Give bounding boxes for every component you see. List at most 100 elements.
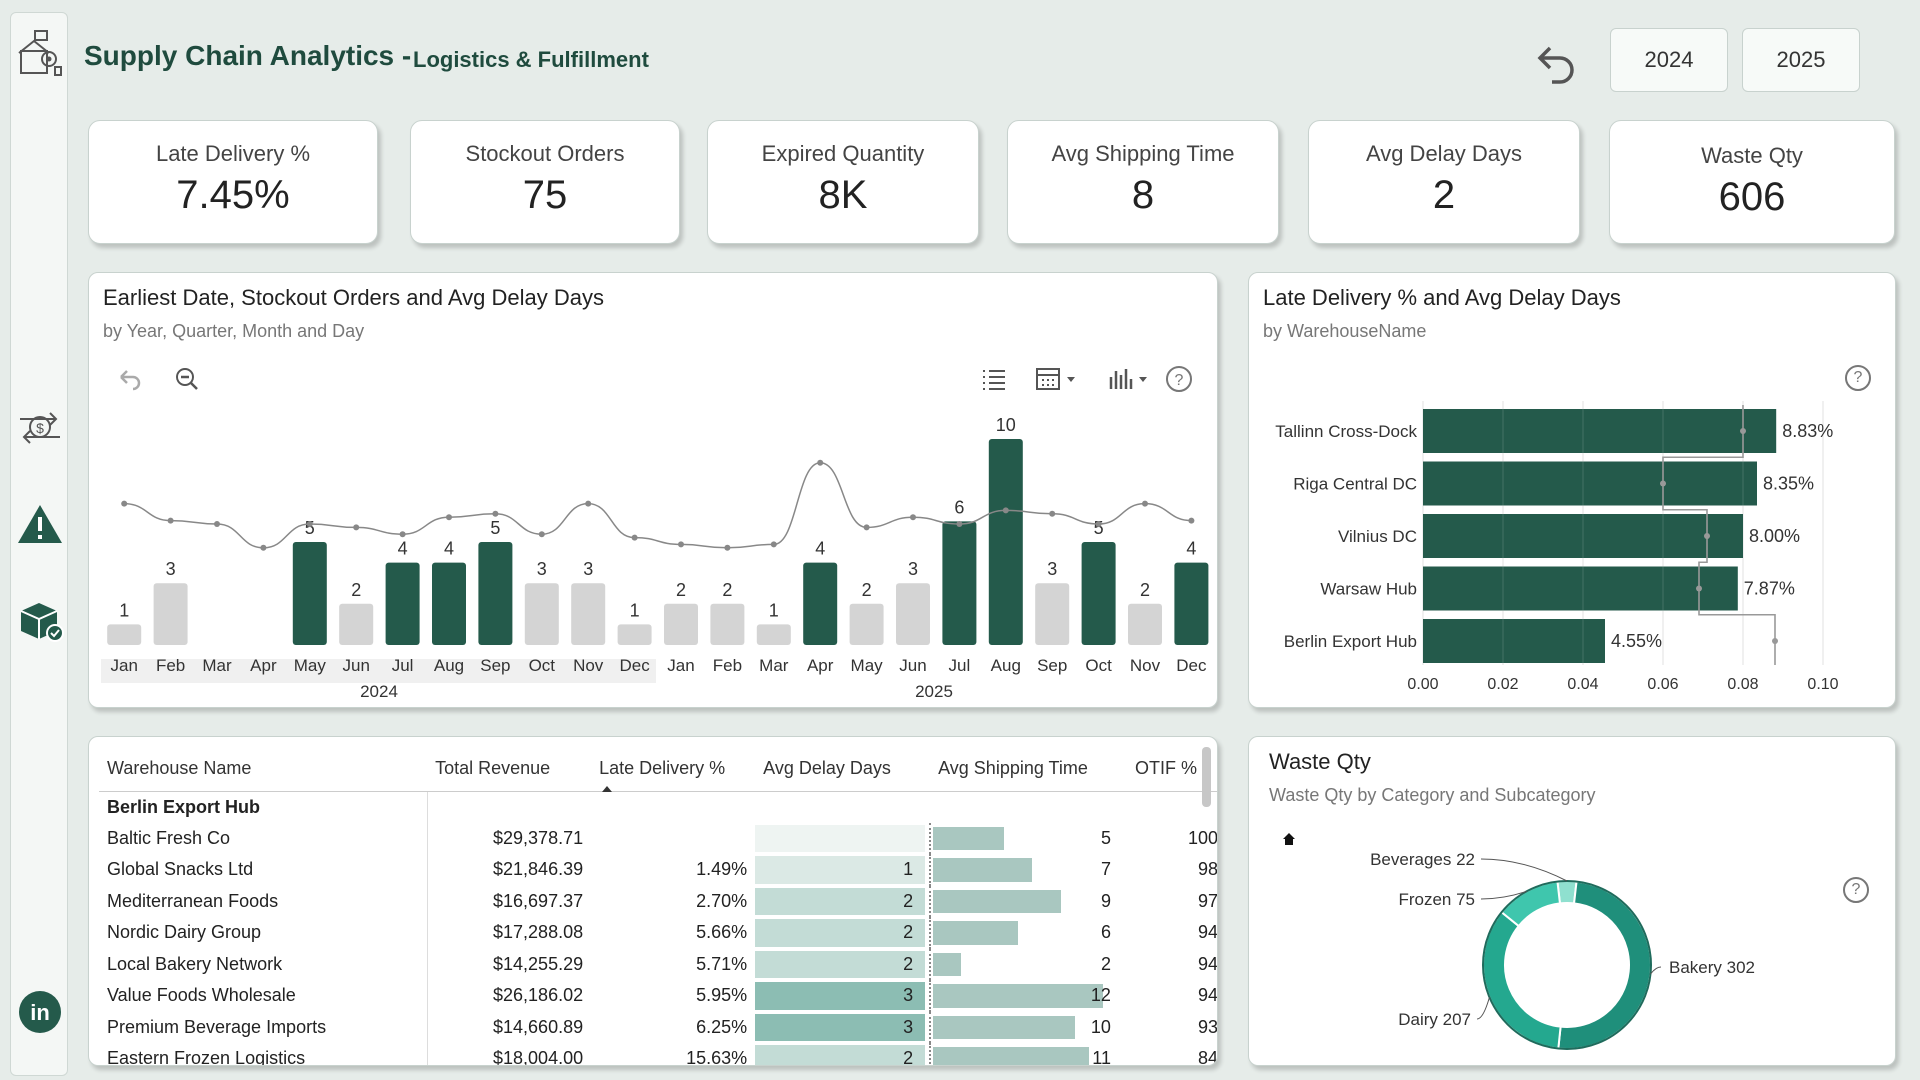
- table-row[interactable]: Mediterranean Foods $16,697.37 2.70% 2 9 97.3…: [99, 885, 1217, 917]
- kpi-label: Avg Shipping Time: [1051, 141, 1235, 166]
- kpi-stockout-orders: Stockout Orders 75: [410, 120, 680, 244]
- bar-data-label: 8.35%: [1763, 474, 1814, 494]
- column-header-otif[interactable]: OTIF %: [1126, 747, 1217, 792]
- warehouse-gear-icon[interactable]: [11, 29, 69, 79]
- avg-delay-point: [1095, 521, 1102, 527]
- calendar-icon[interactable]: [1036, 368, 1075, 390]
- bar-chart-icon[interactable]: [1109, 369, 1147, 389]
- package-check-icon[interactable]: [11, 597, 69, 645]
- kpi-label: Late Delivery %: [155, 141, 311, 166]
- warehouse-bar: [1423, 514, 1743, 558]
- x-tick-label: Jan: [667, 656, 694, 675]
- chart-title: Earliest Date, Stockout Orders and Avg D…: [103, 285, 604, 310]
- bar-data-label: 1: [630, 600, 640, 620]
- stockout-bar: [617, 624, 652, 645]
- column-header-avg-delay-days[interactable]: Avg Delay Days: [755, 747, 931, 792]
- cell-avg-shipping-time: 7: [930, 854, 1127, 886]
- stockout-bar: [107, 624, 142, 645]
- sort-ascending-icon: [602, 785, 613, 792]
- cell-otif: 93.75%: [1197, 1016, 1218, 1037]
- zoom-out-icon[interactable]: [176, 368, 198, 390]
- cell-warehouse-name: Premium Beverage Imports: [99, 1011, 428, 1043]
- delay-value: 2: [903, 953, 914, 974]
- timeline-chart: 1 Jan 3 Feb Mar Apr 5 May 2 Jun 4 Jul 4 Aug 5 Sep 3 Oct 3 N…: [101, 415, 1209, 701]
- avg-delay-point: [910, 514, 916, 521]
- column-header-avg-shipping-time[interactable]: Avg Shipping Time: [930, 747, 1127, 792]
- stockout-bar: [385, 562, 420, 645]
- category-label: Riga Central DC: [1293, 475, 1417, 494]
- delay-heat-bg: [755, 950, 926, 978]
- x-tick-label: Apr: [807, 656, 834, 675]
- column-header-total-revenue[interactable]: Total Revenue: [427, 747, 592, 792]
- bar-data-label: 7.87%: [1744, 579, 1795, 599]
- linkedin-icon[interactable]: in: [11, 989, 69, 1035]
- kpi-waste-qty: Waste Qty 606: [1609, 120, 1895, 244]
- table-row[interactable]: Local Bakery Network $14,255.29 5.71% 2 2 94.…: [99, 948, 1217, 981]
- bar-data-label: 2: [1140, 580, 1150, 600]
- table-scrollbar[interactable]: [1202, 747, 1211, 807]
- bar-data-label: 8.00%: [1749, 526, 1800, 546]
- undo-button[interactable]: [1526, 36, 1578, 88]
- avg-delay-point: [492, 510, 499, 517]
- help-icon[interactable]: ?: [1843, 877, 1869, 903]
- delay-value: 1: [903, 859, 914, 880]
- avg-delay-point: [1049, 510, 1056, 517]
- help-icon[interactable]: ?: [1845, 365, 1871, 391]
- list-view-icon[interactable]: [983, 370, 1005, 390]
- stockout-bar: [664, 603, 698, 645]
- table-group-row[interactable]: Berlin Export Hub: [99, 791, 1217, 823]
- avg-delay-point: [1142, 500, 1148, 507]
- x-tick-label: Mar: [202, 656, 232, 675]
- cell-total-revenue: $16,697.37: [493, 890, 584, 911]
- bar-data-label: 5: [490, 518, 500, 538]
- avg-delay-point: [1772, 638, 1778, 644]
- waste-donut-chart: Bakery 302 Dairy 207 Frozen 75 Beverages 22: [1370, 850, 1755, 1050]
- home-icon[interactable]: [1281, 831, 1297, 847]
- cell-avg-shipping-time: 2: [930, 949, 1127, 981]
- table-row[interactable]: Nordic Dairy Group $17,288.08 5.66% 2 6 94.34…: [99, 917, 1218, 949]
- x-tick-label: May: [294, 656, 327, 675]
- year-2025-button[interactable]: 2025: [1742, 28, 1860, 92]
- cell-late-delivery: 15.63%: [686, 1048, 748, 1066]
- kpi-expired-quantity: Expired Quantity 8K: [707, 120, 979, 244]
- x-tick-label: Sep: [1037, 656, 1067, 675]
- cell-avg-delay-days: 2: [755, 1043, 932, 1065]
- cell-warehouse-name: Global Snacks Ltd: [99, 854, 428, 886]
- table-row[interactable]: Premium Beverage Imports $14,660.89 6.25% 3…: [99, 1011, 1218, 1043]
- shipping-value: 11: [1092, 1048, 1111, 1066]
- bar-data-label: 2: [862, 580, 872, 600]
- stockout-bar: [710, 603, 745, 645]
- cell-avg-delay-days: 1: [755, 854, 932, 886]
- x-tick-label: Feb: [156, 656, 185, 675]
- kpi-label: Avg Delay Days: [1365, 141, 1523, 166]
- money-exchange-icon[interactable]: $: [11, 405, 69, 449]
- table-row[interactable]: Eastern Frozen Logistics $18,004.00 15.63%…: [99, 1043, 1217, 1066]
- stockout-bar: [756, 624, 791, 645]
- drill-up-icon[interactable]: [120, 370, 141, 391]
- table-header-row: Warehouse Name Total Revenue Late Delive…: [99, 747, 1217, 792]
- avg-delay-point: [585, 500, 592, 507]
- help-icon[interactable]: ?: [1166, 366, 1192, 392]
- table-row[interactable]: Global Snacks Ltd $21,846.39 1.49% 1 7 98.51%: [99, 854, 1217, 886]
- timeline-chart-card: Earliest Date, Stockout Orders and Avg D…: [88, 272, 1218, 708]
- bar-data-label: 1: [119, 600, 129, 620]
- x-tick-label: Jun: [899, 656, 926, 675]
- column-header-late-delivery[interactable]: Late Delivery %: [591, 747, 756, 792]
- stockout-bar: [478, 542, 513, 645]
- column-header-warehouse-name[interactable]: Warehouse Name: [99, 747, 428, 792]
- x-tick-label: 0.08: [1727, 676, 1758, 693]
- avg-delay-point: [1740, 428, 1746, 434]
- bar-data-label: 3: [1047, 559, 1057, 579]
- cell-avg-delay-days: 2: [755, 948, 932, 980]
- kpi-label: Waste Qty: [1701, 143, 1803, 168]
- table-row[interactable]: Value Foods Wholesale $26,186.02 5.95% 3 12 9…: [99, 980, 1217, 1012]
- bar-data-label: 1: [769, 600, 779, 620]
- cell-otif: 94.34%: [1197, 922, 1218, 943]
- warning-icon[interactable]: [11, 501, 69, 547]
- table-row[interactable]: Baltic Fresh Co $29,378.71 5 100.00%: [99, 822, 1217, 854]
- avg-delay-point: [631, 534, 638, 541]
- year-2024-button[interactable]: 2024: [1610, 28, 1728, 92]
- x-tick-label: Sep: [480, 656, 510, 675]
- bar-data-label: 3: [908, 559, 918, 579]
- bar-data-label: 4: [444, 539, 454, 559]
